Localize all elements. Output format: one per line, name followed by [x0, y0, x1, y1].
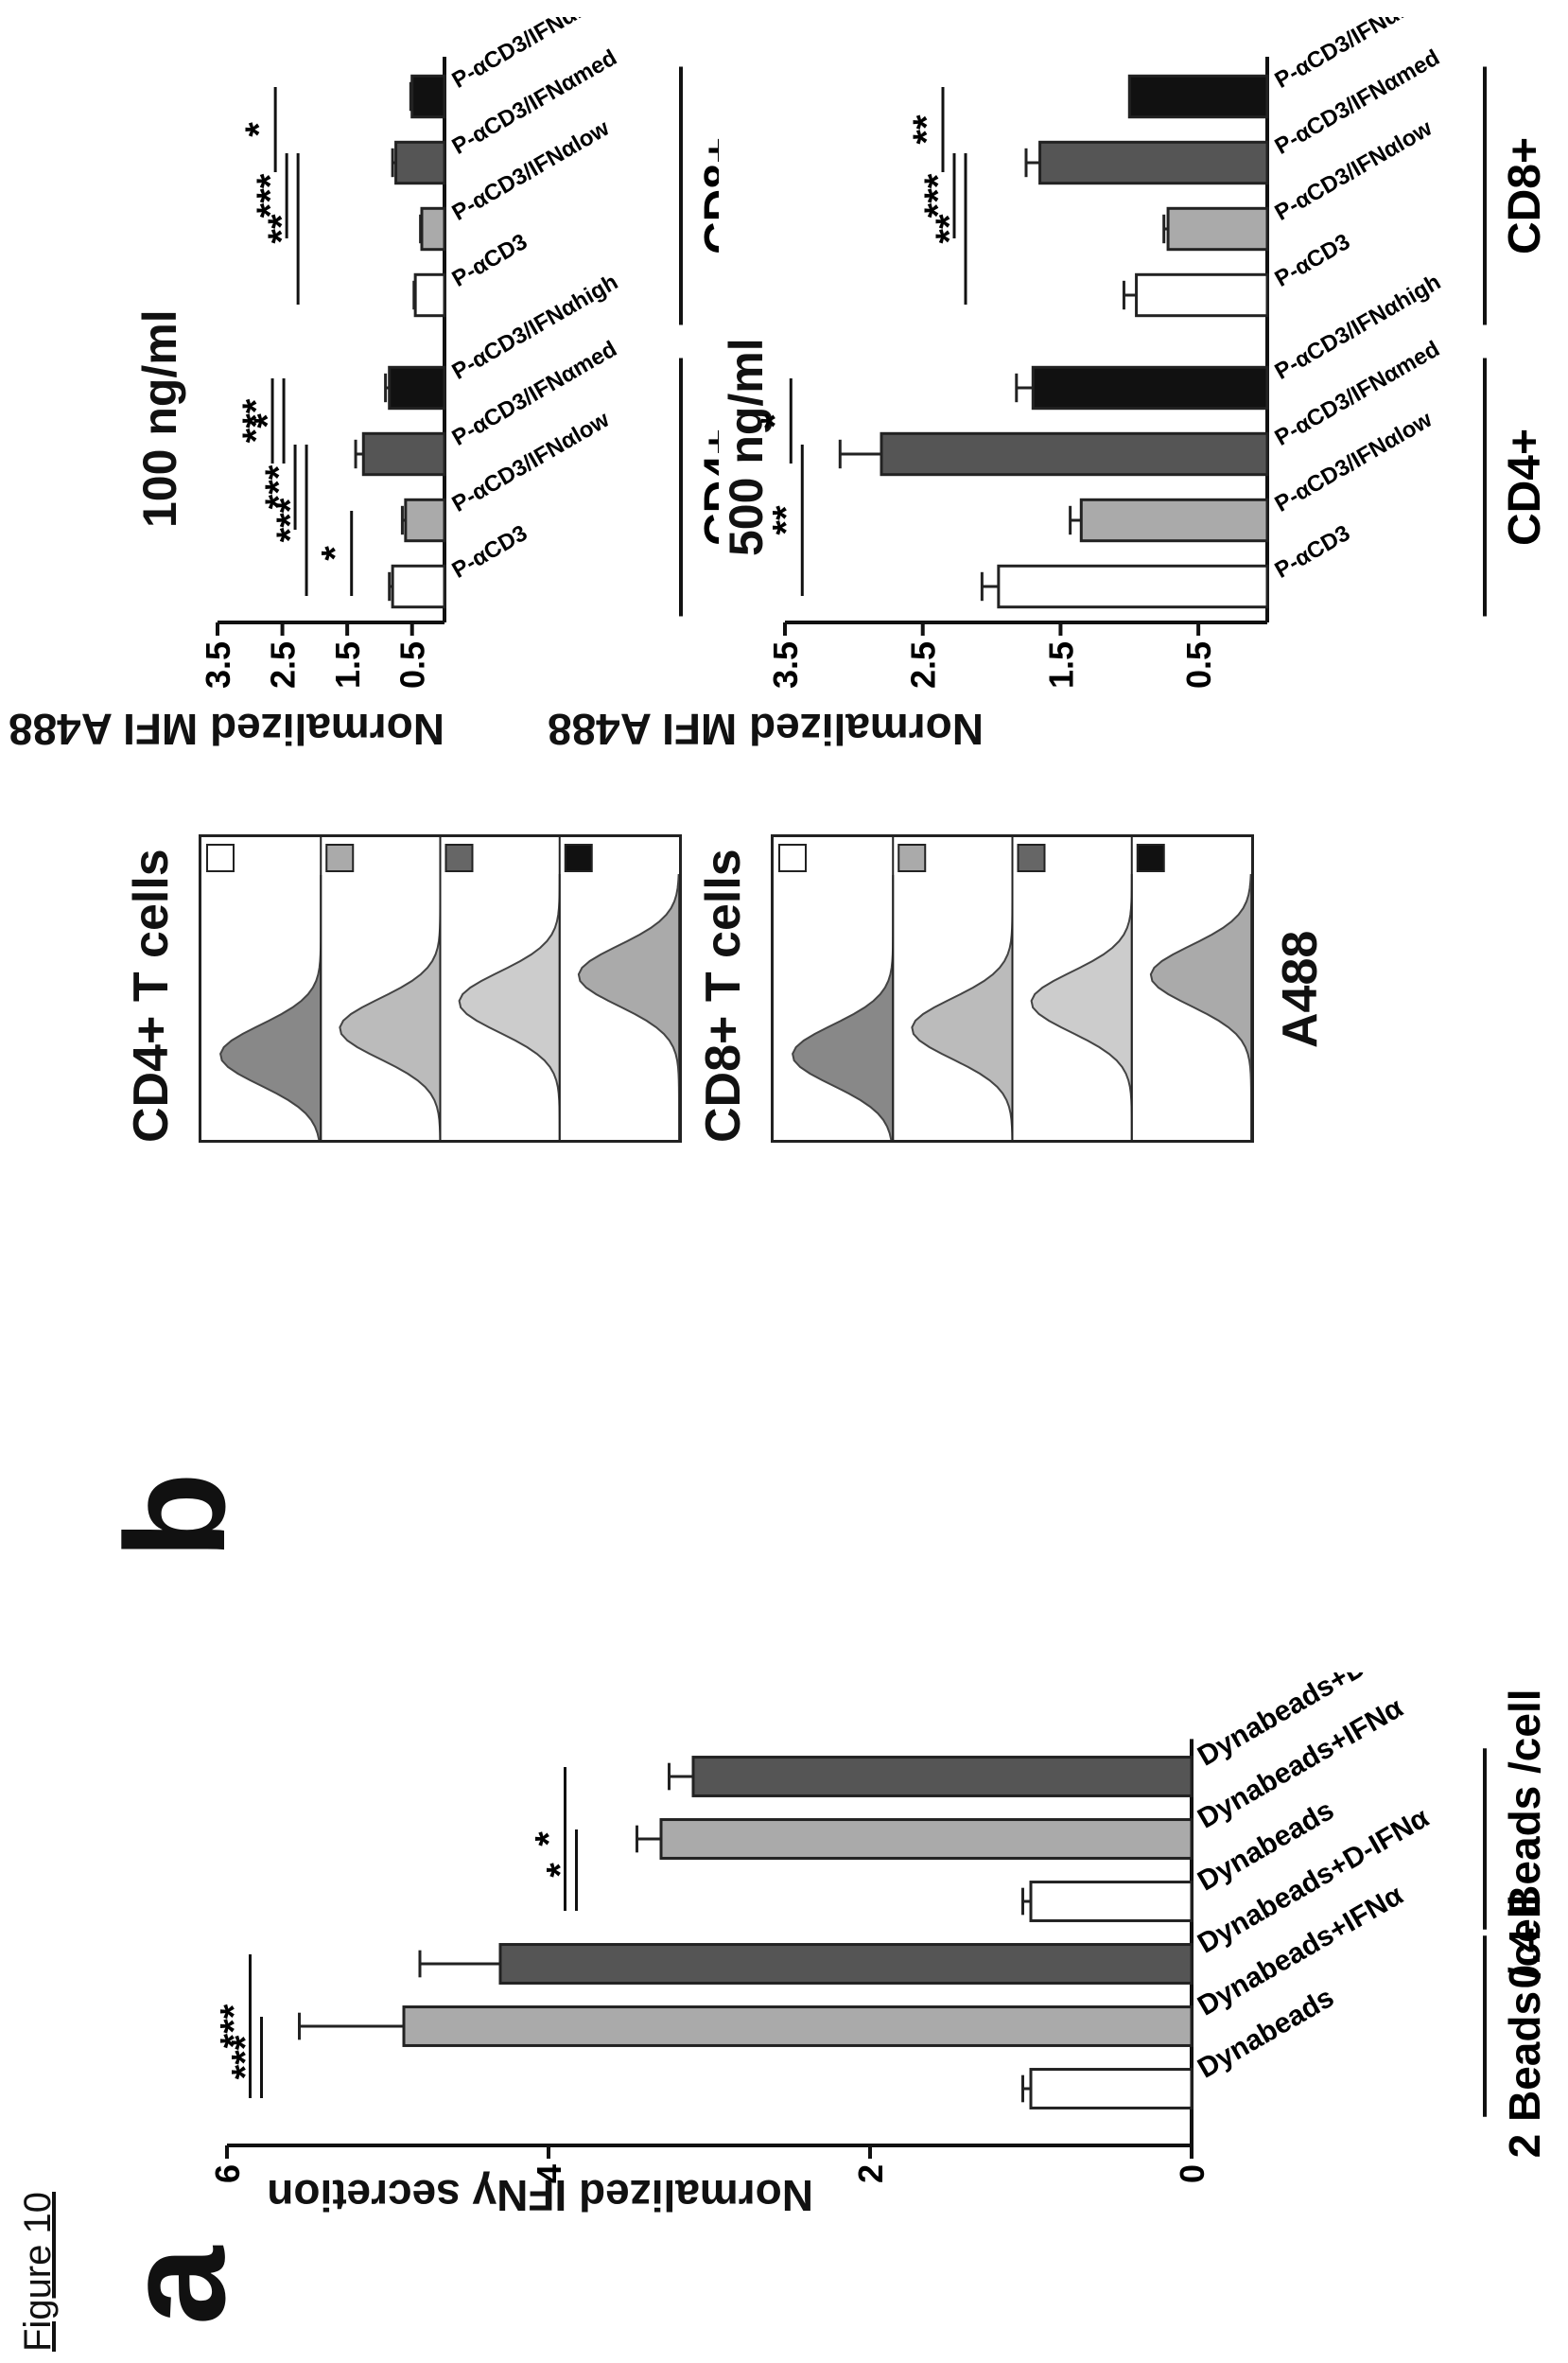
legend-swatch	[206, 844, 235, 872]
y-tick-label: 2.5	[264, 641, 303, 689]
chart-b500-ylabel: Normalized MFI A488	[548, 705, 984, 754]
significance-label: ***	[917, 173, 959, 218]
significance-label: ***	[258, 464, 300, 509]
category-label: P-αCD3	[1271, 229, 1355, 292]
panel-b-letter: b	[96, 1472, 254, 1559]
cd4-histogram-overlays	[206, 837, 680, 1141]
y-tick-label: 2	[851, 2164, 890, 2183]
group-label: CD4+	[696, 429, 719, 546]
chart-b100-ylabel: Normalized MFI A488	[9, 705, 444, 754]
histogram-x-label: A488	[1273, 930, 1328, 1048]
category-label: P-αCD3	[448, 229, 532, 292]
bar	[1135, 272, 1269, 318]
bar	[659, 1818, 1193, 1860]
significance-label: *	[247, 413, 288, 429]
cd4-histogram-title: CD4+ T cells	[124, 849, 179, 1143]
significance-label: **	[261, 214, 303, 244]
category-label: P-αCD3	[1271, 520, 1355, 584]
chart-b500-mfi: 0.51.52.53.5P-αCD3P-αCD3/IFNαlowP-αCD3/I…	[757, 17, 1550, 689]
chart-a-ifng-secretion: 0246DynabeadsDynabeads+IFNαDynabeads+D-I…	[208, 1672, 1549, 2183]
significance-label: *	[757, 413, 795, 429]
histogram-curve	[911, 874, 1014, 1141]
legend-swatch	[325, 844, 355, 872]
bar	[1079, 498, 1269, 543]
bar	[402, 2005, 1193, 2047]
histogram-curve	[1030, 874, 1133, 1141]
significance-label: *	[315, 546, 357, 561]
significance-label: *	[529, 1831, 570, 1847]
cd8-histogram-title: CD8+ T cells	[696, 849, 751, 1143]
y-tick-label: 1.5	[1041, 641, 1080, 689]
significance-label: *	[238, 122, 280, 137]
group-label: CD8+	[1500, 137, 1550, 254]
legend-swatch	[1136, 844, 1165, 872]
histogram-curve	[1149, 874, 1252, 1140]
significance-label: ***	[250, 173, 291, 218]
bar	[1166, 206, 1269, 252]
legend-swatch	[444, 844, 474, 872]
group-label: 2 Beads /cell	[1500, 1895, 1549, 2159]
histogram-curve	[458, 874, 561, 1141]
group-label: CD8+	[696, 137, 719, 254]
y-tick-label: 0	[1173, 2164, 1211, 2183]
bar	[691, 1756, 1193, 1797]
histogram-curve	[339, 874, 442, 1141]
y-tick-label: 0.5	[1179, 641, 1218, 689]
y-tick-label: 2.5	[904, 641, 943, 689]
legend-swatch	[778, 844, 807, 872]
chart-b100-title: 100 ng/ml	[133, 309, 186, 528]
y-tick-label: 4	[530, 2164, 568, 2183]
significance-label: **	[929, 214, 970, 244]
panel-a-letter: a	[96, 2246, 254, 2325]
histogram-curve	[792, 875, 895, 1141]
significance-label: ***	[214, 2004, 255, 2048]
y-tick-label: 0.5	[393, 641, 432, 689]
significance-label: ***	[225, 2035, 267, 2079]
bar	[404, 498, 446, 543]
significance-label: *	[540, 1863, 582, 1878]
group-label: 0.4 Beads /cell	[1500, 1689, 1549, 1988]
bar	[1029, 2068, 1193, 2109]
legend-swatch	[897, 844, 927, 872]
bar	[1038, 140, 1269, 185]
category-label: P-αCD3	[448, 520, 532, 584]
histogram-curve	[577, 874, 680, 1140]
group-label: CD4+	[1500, 429, 1550, 546]
significance-label: ***	[270, 498, 311, 542]
bar	[410, 74, 446, 119]
bar	[420, 206, 446, 252]
bar	[1031, 365, 1269, 411]
figure-title: Figure 10	[17, 2192, 59, 2352]
histogram-curve	[219, 875, 322, 1141]
y-tick-label: 3.5	[199, 641, 237, 689]
cd8-histogram-panel	[771, 834, 1254, 1143]
significance-label: **	[906, 114, 948, 145]
cd4-histogram-panel	[199, 834, 682, 1143]
bar	[498, 1943, 1193, 1985]
cd8-histogram-overlays	[778, 837, 1252, 1141]
bar	[880, 431, 1269, 477]
bar	[1127, 74, 1269, 119]
bar	[1029, 1881, 1193, 1922]
y-tick-label: 3.5	[766, 641, 805, 689]
significance-label: **	[765, 505, 807, 535]
bar	[997, 564, 1269, 609]
chart-b100-mfi: 0.51.52.53.5P-αCD3P-αCD3/IFNαlowP-αCD3/I…	[199, 17, 719, 689]
significance-label: ***	[235, 398, 277, 443]
legend-swatch	[564, 844, 593, 872]
bar	[394, 140, 446, 185]
bar	[391, 564, 446, 609]
bar	[388, 365, 446, 411]
y-tick-label: 1.5	[328, 641, 367, 689]
bar	[361, 431, 446, 477]
legend-swatch	[1017, 844, 1046, 872]
y-tick-label: 6	[208, 2164, 247, 2183]
bar	[413, 272, 446, 318]
